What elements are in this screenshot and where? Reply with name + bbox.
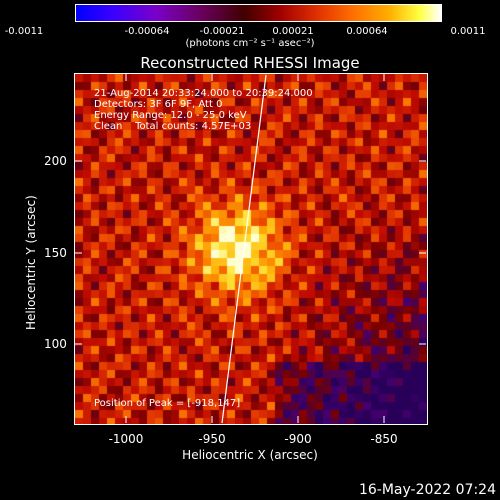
x-tick-label: -950	[198, 432, 226, 446]
info-peak: Position of Peak = [-918,147]	[94, 398, 241, 409]
colorbar-label: -0.0011	[4, 26, 44, 37]
info-time-range: 21-Aug-2014 20:33:24.000 to 20:39:24.000	[94, 88, 313, 99]
info-detectors: Detectors: 3F 6F 9F, Att 0	[94, 99, 223, 110]
y-tick-label: 200	[44, 154, 67, 168]
colorbar-label: -0.00021	[199, 26, 245, 37]
colorbar-label: -0.00064	[124, 26, 170, 37]
x-tick-label: -900	[284, 432, 312, 446]
x-tick-label: -1000	[108, 432, 144, 446]
plot-frame	[74, 73, 428, 425]
colorbar-units: (photons cm⁻² s⁻¹ asec⁻²)	[185, 38, 315, 49]
info-clean: Clean Total counts: 4.57E+03	[94, 121, 252, 132]
y-axis-label: Heliocentric Y (arcsec)	[24, 195, 38, 330]
plot-title: Reconstructed RHESSI Image	[140, 54, 360, 72]
colorbar-label: 0.00064	[346, 26, 388, 37]
colorbar	[75, 4, 442, 22]
y-tick-label: 100	[44, 337, 67, 351]
info-energy: Energy Range: 12.0 - 25.0 keV	[94, 110, 247, 121]
rhessi-image	[75, 74, 427, 424]
colorbar-label: 0.0011	[450, 26, 486, 37]
y-tick-label: 150	[44, 246, 67, 260]
colorbar-label: 0.00021	[272, 26, 314, 37]
x-tick-label: -850	[370, 432, 398, 446]
x-axis-label: Heliocentric X (arcsec)	[182, 448, 318, 462]
timestamp: 16-May-2022 07:24	[358, 482, 496, 498]
